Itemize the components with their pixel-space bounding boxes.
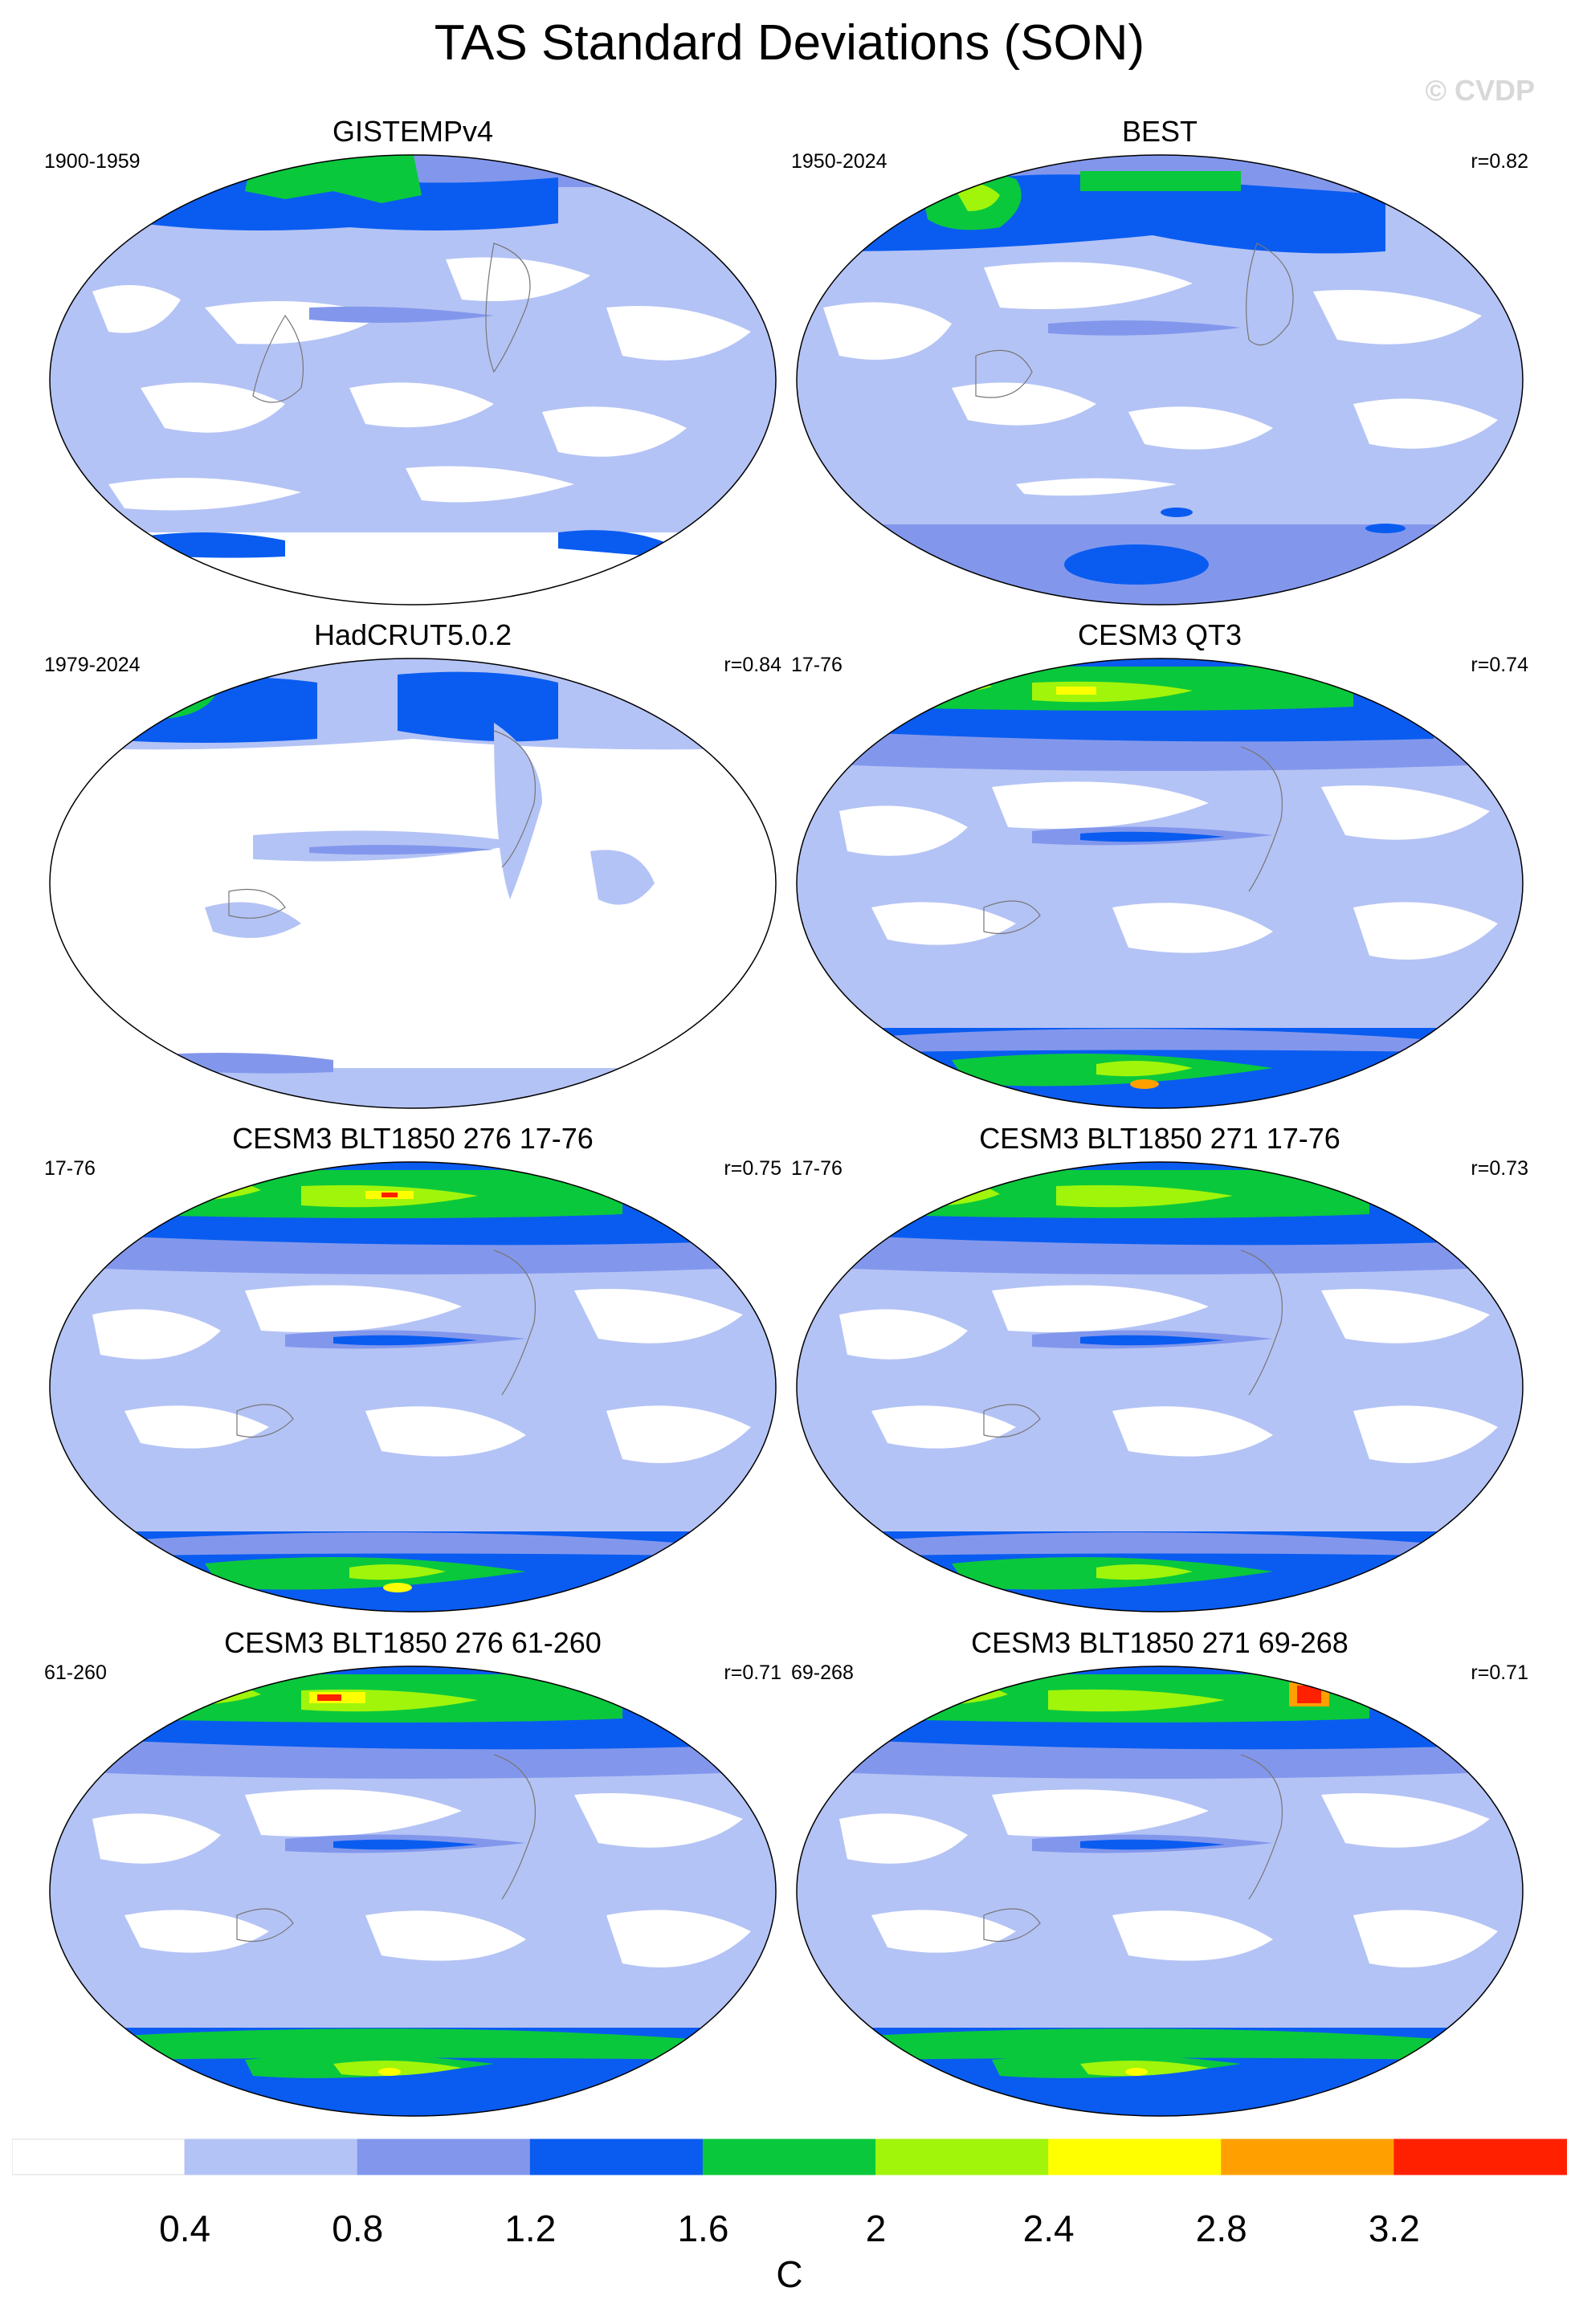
figure-title: TAS Standard Deviations (SON): [434, 15, 1145, 71]
colorbar-tick-label: 3.2: [1368, 2208, 1420, 2249]
world-map: [796, 1161, 1524, 1613]
panel-title: CESM3 BLT1850 271 69-268: [971, 1626, 1348, 1659]
panel-period: 17-76: [44, 1157, 96, 1180]
panel-period: 69-268: [791, 1661, 854, 1684]
panel-correlation: r=0.82: [1471, 150, 1528, 173]
world-map: [796, 1666, 1524, 2117]
panel-correlation: r=0.84: [724, 654, 781, 676]
panel-title: CESM3 BLT1850 271 17-76: [979, 1122, 1340, 1155]
panel-period: 1979-2024: [44, 654, 141, 676]
watermark: © CVDP: [1425, 74, 1535, 107]
panel-period: 17-76: [791, 654, 843, 676]
colorbar-tick-label: 2.8: [1195, 2208, 1247, 2249]
panel-period: 1900-1959: [44, 150, 141, 173]
panel-title: CESM3 QT3: [1077, 618, 1242, 651]
panel-correlation: r=0.71: [724, 1661, 781, 1684]
colorbar-swatch: [357, 2138, 531, 2175]
colorbar-swatch: [1221, 2138, 1395, 2175]
world-map: [49, 154, 777, 605]
colorbar-swatch: [1048, 2138, 1222, 2175]
panel-title: GISTEMPv4: [332, 115, 494, 148]
colorbar-swatch: [1393, 2138, 1567, 2175]
colorbar: [12, 2138, 1567, 2175]
world-map: [49, 1161, 777, 1613]
world-map: [49, 658, 777, 1109]
map-panel-best: BEST 1950-2024 r=0.82: [791, 115, 1528, 613]
map-panel-cesm3-blt1850-271-17-76: CESM3 BLT1850 271 17-76 17-76 r=0.73: [791, 1122, 1528, 1620]
colorbar-unit: C: [776, 2253, 803, 2295]
colorbar-swatch: [184, 2138, 358, 2175]
colorbar-tick-label: 1.6: [677, 2208, 729, 2249]
colorbar-swatch: [875, 2138, 1050, 2175]
colorbar-tick-label: 1.2: [504, 2208, 557, 2249]
world-map: [796, 154, 1524, 605]
map-panel-gistemp: GISTEMPv4 1900-1959: [44, 115, 781, 613]
map-panel-hadcrut: HadCRUT5.0.2 1979-2024 r=0.84: [44, 618, 781, 1116]
map-panel-cesm3-blt1850-271-69-268: CESM3 BLT1850 271 69-268 69-268 r=0.71: [791, 1626, 1528, 2124]
colorbar-tick-label: 2: [865, 2208, 887, 2249]
world-map: [49, 1666, 777, 2117]
panel-correlation: r=0.75: [724, 1157, 781, 1180]
colorbar-tick-label: 0.4: [159, 2208, 211, 2249]
map-panel-cesm3-qt3: CESM3 QT3 17-76 r=0.74: [791, 618, 1528, 1116]
map-panel-cesm3-blt1850-276-17-76: CESM3 BLT1850 276 17-76 17-76 r=0.75: [44, 1122, 781, 1620]
panel-title: HadCRUT5.0.2: [313, 618, 512, 651]
panel-title: BEST: [1121, 115, 1198, 148]
panel-correlation: r=0.74: [1471, 654, 1528, 676]
panel-period: 1950-2024: [791, 150, 887, 173]
panel-period: 61-260: [44, 1661, 107, 1684]
panel-correlation: r=0.71: [1471, 1661, 1528, 1684]
colorbar-swatch: [702, 2138, 877, 2175]
panel-title: CESM3 BLT1850 276 61-260: [224, 1626, 602, 1659]
colorbar-tick-label: 0.8: [332, 2208, 384, 2249]
panel-title: CESM3 BLT1850 276 17-76: [232, 1122, 594, 1155]
map-panel-cesm3-blt1850-276-61-260: CESM3 BLT1850 276 61-260 61-260 r=0.71: [44, 1626, 781, 2124]
world-map: [796, 658, 1524, 1109]
panel-period: 17-76: [791, 1157, 843, 1180]
colorbar-swatch: [529, 2138, 704, 2175]
colorbar-swatch: [12, 2138, 186, 2175]
panel-correlation: r=0.73: [1471, 1157, 1528, 1180]
colorbar-tick-label: 2.4: [1022, 2208, 1075, 2249]
